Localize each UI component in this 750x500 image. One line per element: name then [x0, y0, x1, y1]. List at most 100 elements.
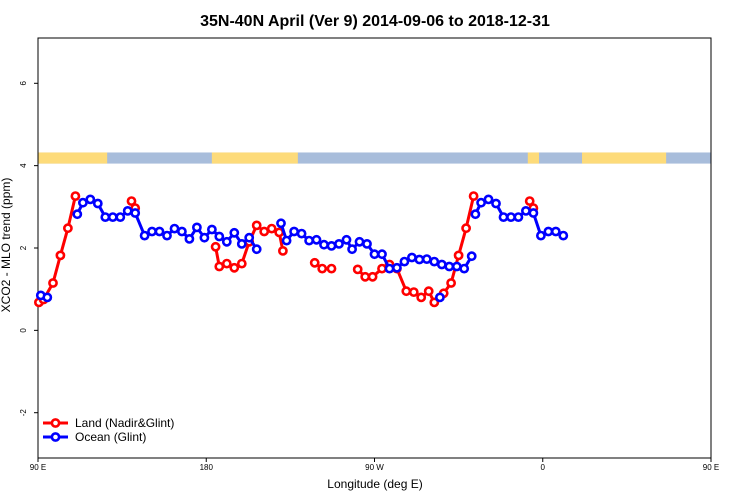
x-tick-label: 0 [541, 463, 546, 472]
data-point [92, 198, 103, 209]
series-layer [34, 191, 569, 308]
data-point [444, 261, 455, 272]
x-axis: 90 E 180 90 W 0 90 E [30, 458, 719, 472]
data-point [423, 286, 434, 297]
data-point [191, 222, 202, 233]
data-point [214, 261, 225, 272]
data-point [377, 249, 387, 260]
y-tick-label: 6 [19, 81, 28, 86]
data-point [483, 194, 494, 205]
series-line [356, 194, 476, 304]
data-point [139, 230, 150, 241]
data-point [319, 239, 329, 250]
data-point [107, 212, 118, 222]
data-point [251, 220, 262, 231]
data-point [100, 212, 111, 222]
x-tick-label: 90 E [703, 463, 719, 472]
data-point [311, 234, 322, 245]
data-point [369, 249, 380, 260]
data-point [326, 240, 337, 251]
land-segment [211, 152, 298, 164]
legend-marker [50, 418, 61, 428]
data-point [384, 263, 395, 274]
data-point [63, 223, 73, 234]
data-point [78, 197, 88, 208]
data-point [436, 259, 447, 270]
land-ocean-strip [38, 152, 711, 164]
x-tick-label: 180 [200, 463, 214, 472]
data-point [434, 292, 445, 303]
y-tick-label: -2 [19, 409, 28, 417]
data-point [309, 257, 320, 268]
x-tick-label: 90 W [365, 463, 384, 472]
plot-frame [37, 37, 712, 459]
data-point [347, 244, 357, 255]
data-point [513, 212, 524, 222]
data-point [429, 256, 440, 267]
data-point [176, 226, 187, 237]
series-line [37, 194, 77, 304]
data-point [421, 254, 432, 264]
legend-marker [50, 432, 61, 442]
data-point [229, 262, 240, 273]
data-point [296, 228, 307, 239]
data-point [558, 230, 569, 241]
data-point [251, 244, 262, 255]
data-point [206, 224, 217, 235]
data-point [362, 238, 372, 249]
data-point [210, 241, 221, 252]
data-point [289, 226, 299, 237]
x-axis-label: Longitude (deg E) [327, 477, 422, 491]
chart-title: 35N-40N April (Ver 9) 2014-09-06 to 2018… [200, 13, 550, 30]
data-point [461, 223, 471, 234]
data-point [236, 258, 247, 269]
data-point [130, 208, 141, 218]
data-point [377, 263, 387, 274]
data-point [317, 263, 328, 274]
data-point [459, 263, 470, 274]
legend-label: Land (Nadir&Glint) [75, 416, 174, 430]
x-tick-label: 90 E [30, 463, 46, 472]
data-point [354, 236, 365, 247]
data-point [276, 218, 286, 229]
data-point [126, 196, 137, 206]
land-segment [527, 152, 540, 164]
data-point [266, 223, 277, 234]
data-point [221, 258, 232, 269]
data-point [115, 212, 126, 222]
land-segment [582, 152, 667, 164]
data-point [48, 278, 58, 288]
data-point [259, 226, 270, 237]
data-point [154, 226, 165, 237]
data-point [199, 232, 210, 243]
data-point [55, 250, 66, 261]
data-point [498, 212, 509, 222]
data-point [221, 236, 232, 247]
y-tick-label: 2 [19, 245, 28, 250]
data-point [352, 264, 363, 275]
y-axis: -2 0 2 4 6 [19, 81, 38, 417]
data-point [491, 198, 501, 209]
data-point [550, 226, 561, 237]
data-point [42, 292, 53, 303]
data-point [85, 194, 96, 205]
y-tick-label: 0 [19, 328, 28, 333]
legend: Land (Nadir&Glint)Ocean (Glint) [43, 416, 174, 444]
data-point [277, 245, 288, 256]
series-0 [34, 191, 539, 308]
data-point [528, 208, 539, 218]
data-point [401, 286, 412, 297]
series-1 [35, 194, 569, 303]
data-point [326, 263, 337, 274]
y-axis-label: XCO2 - MLO trend (ppm) [0, 178, 13, 313]
data-point [536, 230, 546, 241]
data-point [334, 238, 344, 249]
data-point [406, 252, 417, 263]
ocean-band [38, 152, 711, 164]
data-point [214, 231, 225, 242]
y-tick-label: 4 [19, 163, 28, 168]
data-point [446, 278, 456, 288]
legend-label: Ocean (Glint) [75, 430, 146, 444]
data-point [466, 251, 477, 262]
